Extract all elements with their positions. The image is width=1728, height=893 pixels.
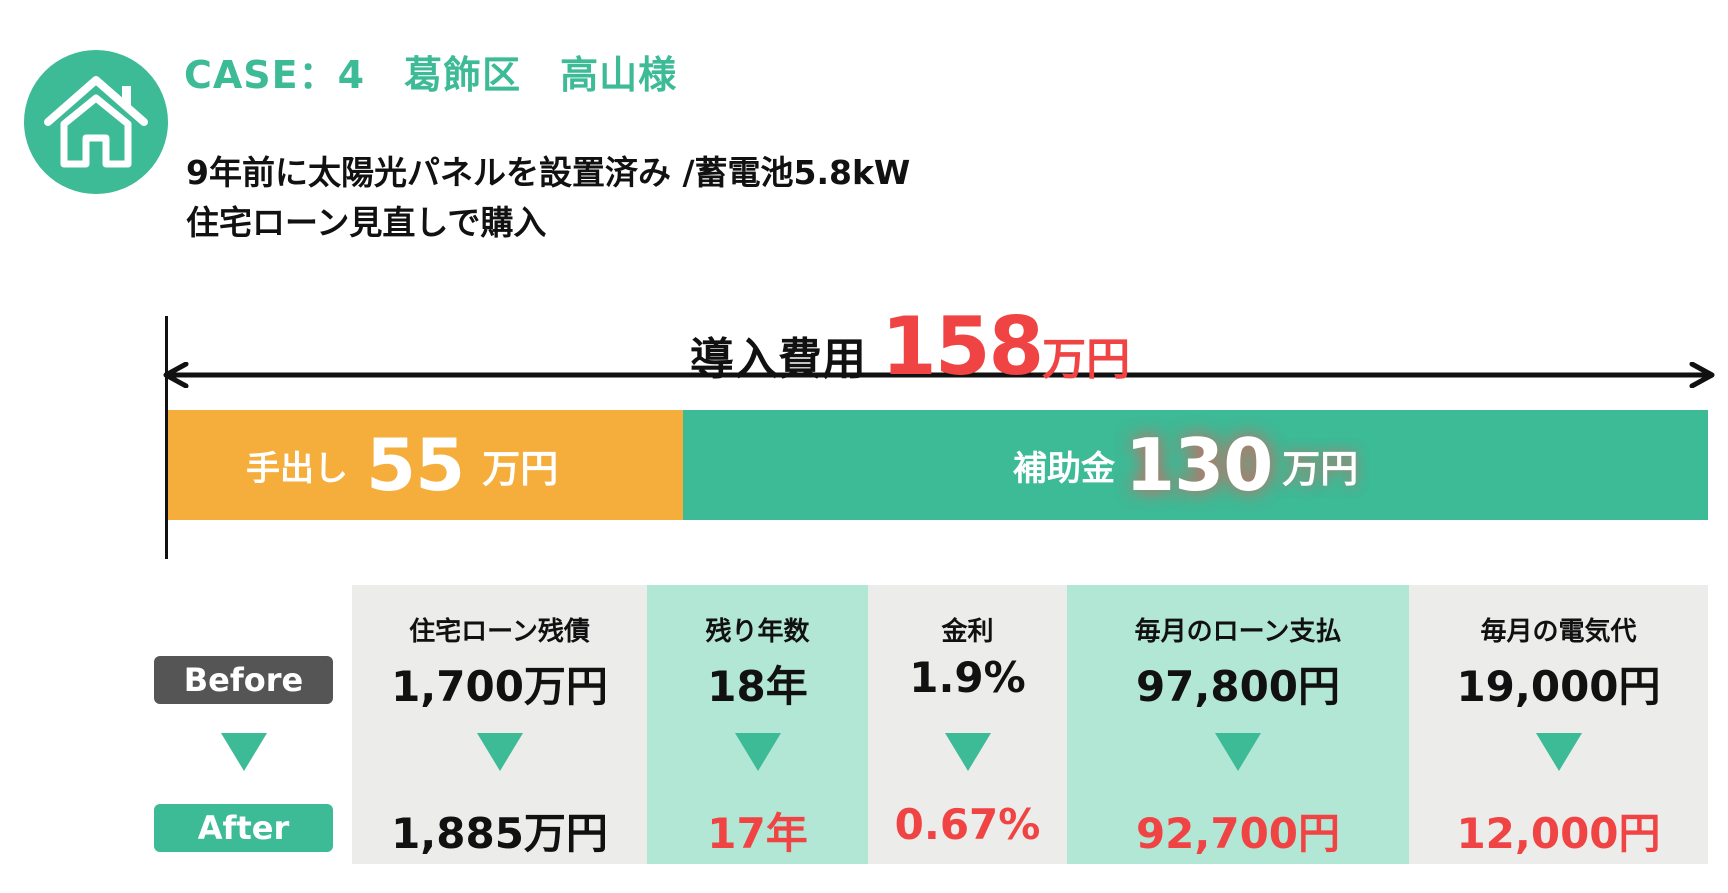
before-value: 19,000円 [1456,662,1661,711]
table-column-remaining-years: 残り年数 18年 17年 [647,585,868,864]
down-triangle-icon [221,733,267,771]
after-value: 1,885万円 [391,809,608,858]
before-value: 1.9% [909,653,1026,702]
after-value: 17年 [707,809,808,858]
total-cost-label: 導入費用 158万円 [560,300,1260,393]
column-header: 毎月のローン支払 [1134,617,1342,647]
subsidy-bar: 補助金 130 万円 [683,410,1708,520]
down-triangle-icon [1535,733,1582,771]
after-value: 12,000円 [1456,809,1661,858]
self-payment-unit: 万円 [482,446,559,491]
down-triangle-icon [476,733,523,771]
table-column-loan-balance: 住宅ローン残債 1,700万円 1,885万円 [352,585,647,864]
down-triangle-icon [1215,733,1261,771]
total-cost-unit: 万円 [1042,334,1131,385]
table-column-monthly-loan: 毎月のローン支払 97,800円 92,700円 [1067,585,1409,864]
table-column-interest-rate: 金利 1.9% 0.67% [868,585,1067,864]
column-header: 毎月の電気代 [1480,617,1637,647]
self-payment-text: 手出し 55 万円 [246,410,558,520]
description-line-2: 住宅ローン見直しで購入 [186,203,547,242]
table-column-monthly-electricity: 毎月の電気代 19,000円 12,000円 [1409,585,1708,864]
start-line [165,316,168,559]
subsidy-unit: 万円 [1282,446,1359,491]
self-payment-bar: 手出し 55 万円 [168,410,683,520]
description-line-1: 9年前に太陽光パネルを設置済み /蓄電池5.8kW [186,153,911,192]
after-value: 92,700円 [1135,809,1341,858]
house-icon [24,50,168,194]
after-badge: After [154,804,333,852]
down-triangle-icon [944,733,991,771]
column-header: 金利 [941,617,994,647]
total-span-arrow [163,362,1715,388]
after-value: 0.67% [894,800,1041,849]
column-header: 残り年数 [705,617,810,647]
before-badge: Before [154,656,333,704]
before-value: 1,700万円 [391,662,608,711]
total-cost-value: 158 [881,300,1044,393]
case-title: CASE：4 葛飾区 高山様 [184,53,678,97]
subsidy-text: 補助金 130 万円 [1013,410,1358,520]
subsidy-value: 130 [1125,423,1273,507]
down-triangle-icon [734,733,781,771]
total-cost-title: 導入費用 [689,334,866,385]
subsidy-label: 補助金 [1013,448,1115,489]
before-value: 97,800円 [1135,662,1341,711]
self-payment-value: 55 [366,423,465,507]
column-header: 住宅ローン残債 [409,617,590,647]
before-value: 18年 [707,662,808,711]
self-payment-label: 手出し [246,448,348,489]
